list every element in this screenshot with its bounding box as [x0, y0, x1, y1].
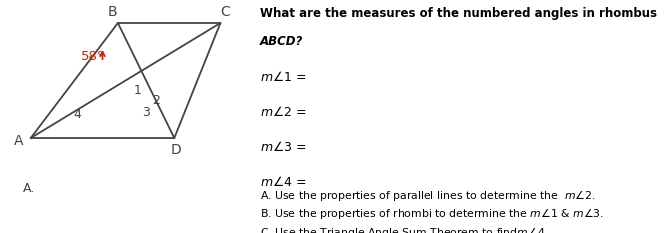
Text: 4: 4: [73, 109, 81, 121]
Text: A.: A.: [23, 182, 35, 195]
Text: 3: 3: [142, 106, 150, 120]
Text: 2: 2: [152, 93, 160, 106]
Text: $m\angle 2$ =: $m\angle 2$ =: [259, 105, 306, 119]
Text: A. Use the properties of parallel lines to determine the  $m\angle 2$.: A. Use the properties of parallel lines …: [259, 188, 595, 202]
Text: A: A: [14, 134, 23, 148]
Text: C. Use the Triangle Angle Sum Theorem to find$m\angle 4$.: C. Use the Triangle Angle Sum Theorem to…: [259, 225, 548, 233]
Text: ABCD?: ABCD?: [259, 35, 303, 48]
Text: 1: 1: [134, 85, 142, 97]
Text: $m\angle 4$ =: $m\angle 4$ =: [259, 175, 306, 189]
Text: $m\angle 1$ =: $m\angle 1$ =: [259, 70, 306, 84]
Text: B: B: [108, 5, 118, 19]
Text: $m\angle 3$ =: $m\angle 3$ =: [259, 140, 306, 154]
Text: B. Use the properties of rhombi to determine the $m\angle 1$ & $m\angle 3$.: B. Use the properties of rhombi to deter…: [259, 206, 604, 221]
Text: What are the measures of the numbered angles in rhombus: What are the measures of the numbered an…: [259, 7, 656, 20]
Text: D: D: [171, 143, 182, 157]
Text: C: C: [221, 5, 230, 19]
Text: 58°: 58°: [80, 49, 104, 62]
